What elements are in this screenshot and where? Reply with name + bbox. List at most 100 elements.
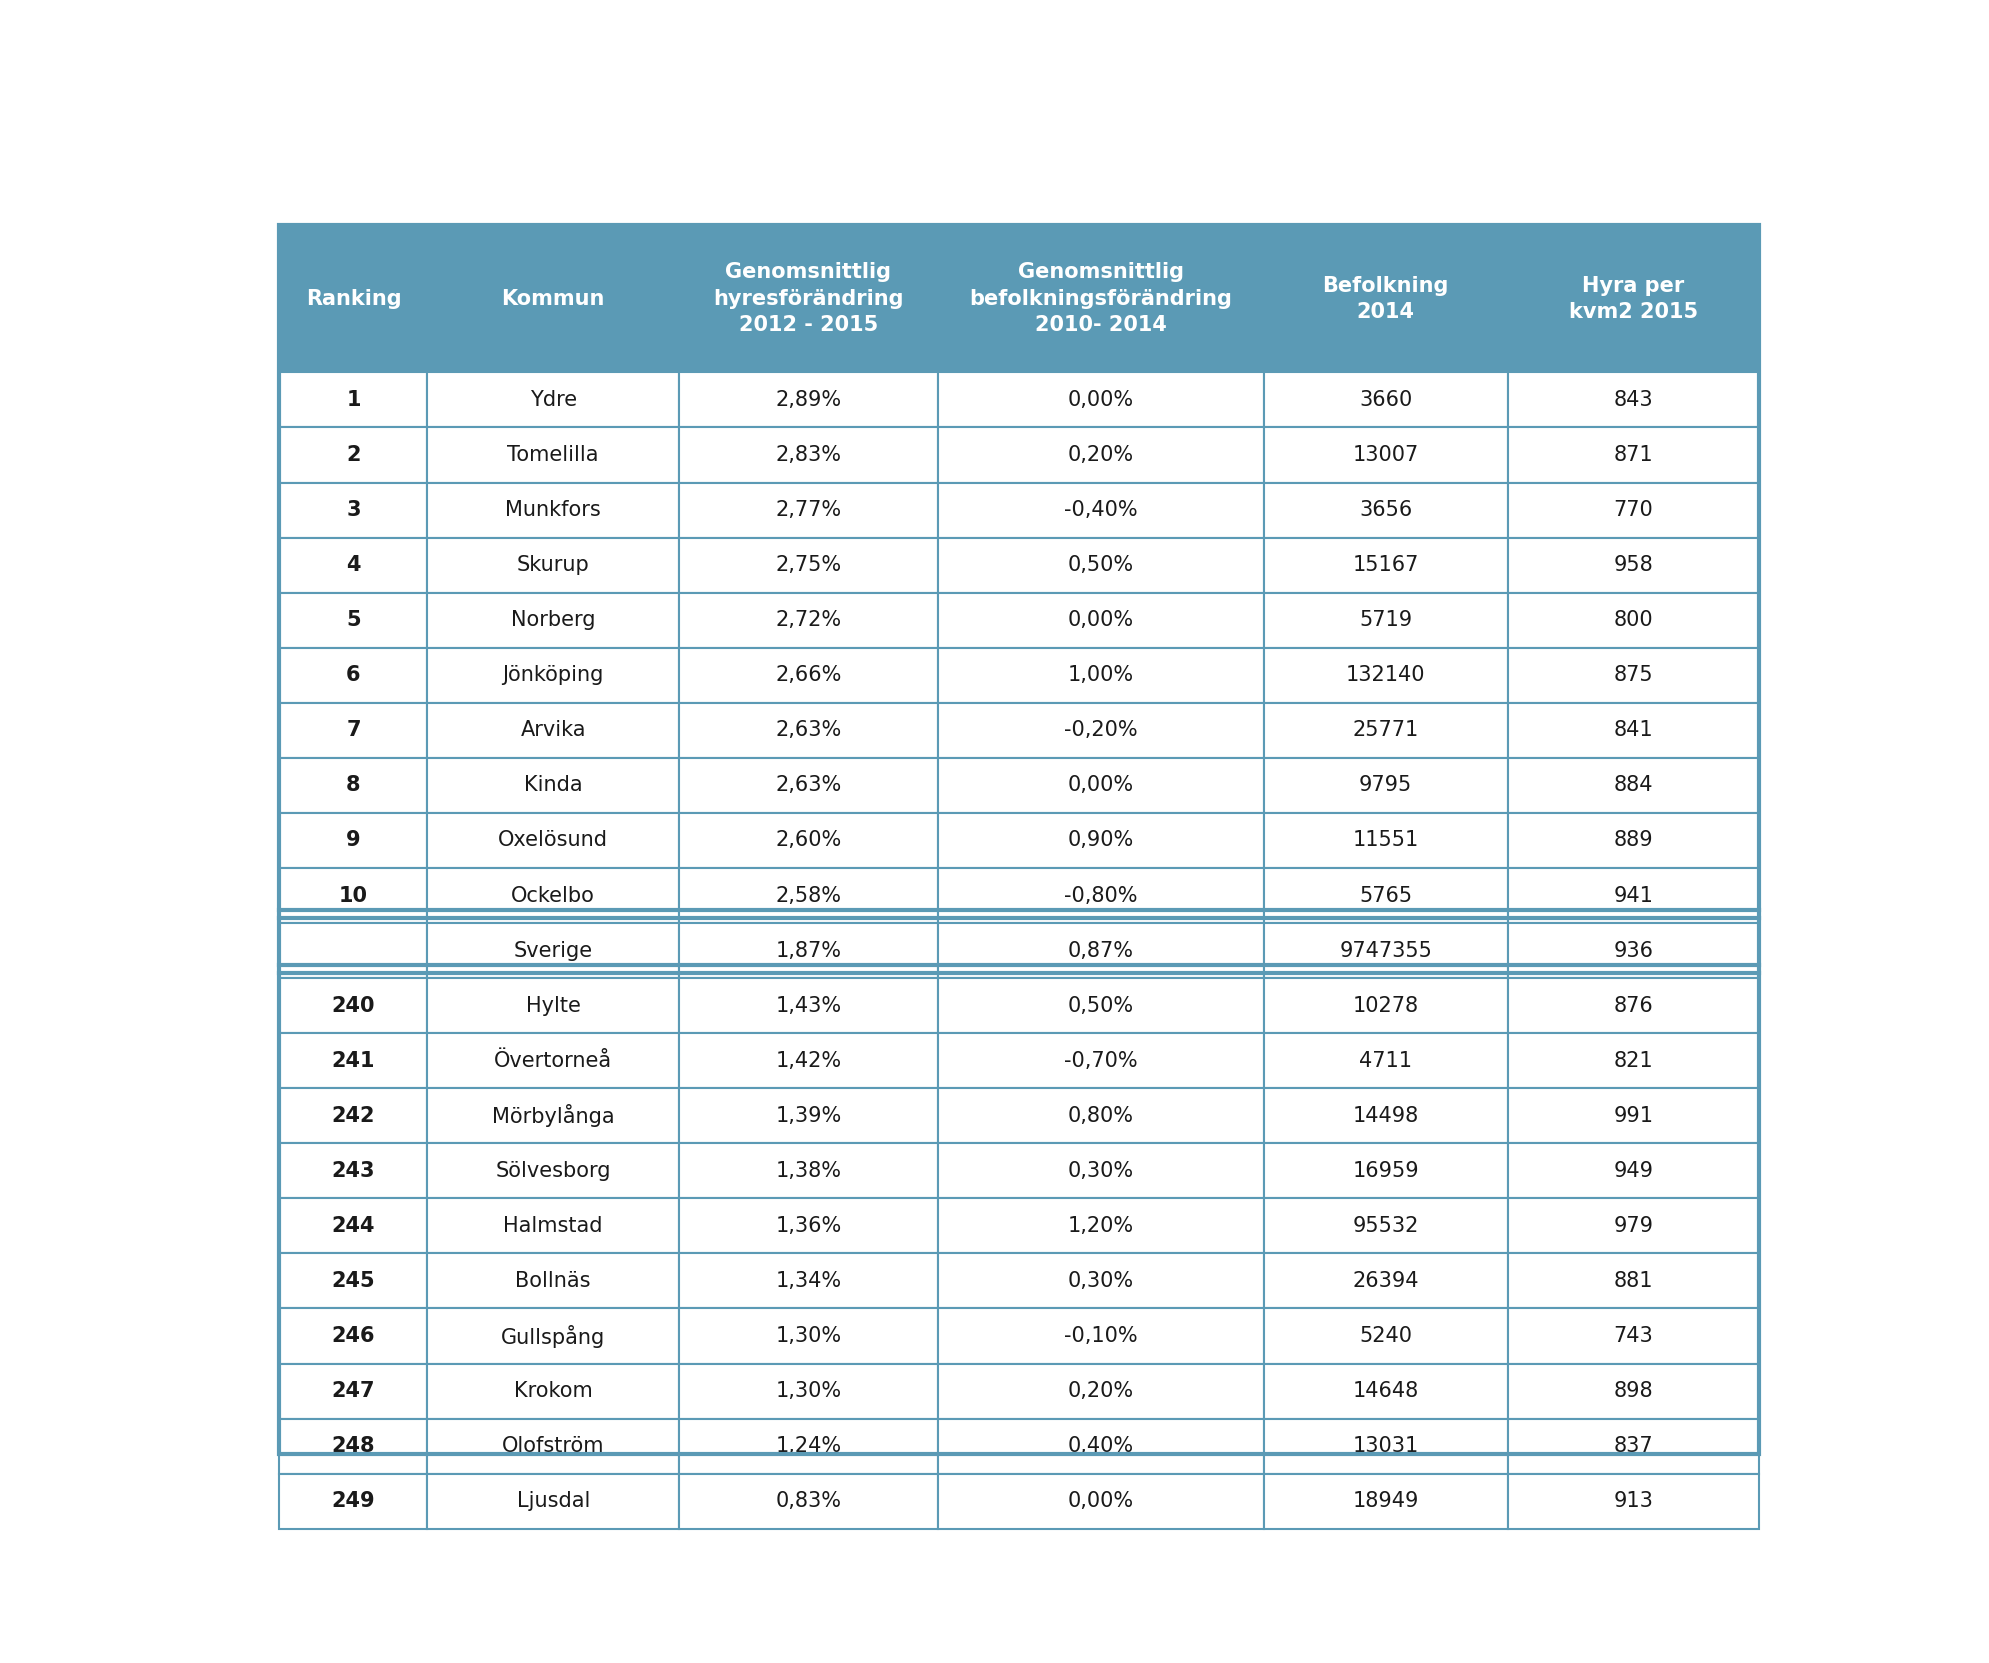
Bar [428,868,678,923]
Bar [1263,592,1508,647]
Text: 1,30%: 1,30% [776,1325,841,1345]
Text: 247: 247 [332,1380,376,1400]
Bar [1263,978,1508,1033]
Bar [1508,758,1758,813]
Bar [428,225,678,373]
Text: 1,34%: 1,34% [776,1271,841,1290]
Text: 1,87%: 1,87% [776,941,841,961]
Bar [1263,1254,1508,1309]
Bar [1263,1199,1508,1254]
Bar [428,373,678,427]
Text: 241: 241 [332,1051,376,1071]
Text: 15167: 15167 [1353,555,1418,575]
Text: 875: 875 [1613,665,1653,685]
Bar [278,1473,428,1528]
Text: 6: 6 [346,665,360,685]
Text: 13007: 13007 [1353,446,1418,466]
Text: Sverige: Sverige [513,941,593,961]
Bar [1263,1473,1508,1528]
Bar [1263,758,1508,813]
Bar [939,1419,1263,1473]
Text: 800: 800 [1613,610,1653,630]
Bar [939,1088,1263,1142]
Text: 743: 743 [1613,1325,1653,1345]
Bar [428,647,678,703]
Text: Skurup: Skurup [517,555,589,575]
Bar [428,592,678,647]
Bar [939,592,1263,647]
Bar [278,1088,428,1142]
Bar [939,758,1263,813]
Bar [1508,1033,1758,1088]
Bar [1508,1419,1758,1473]
Bar [428,1199,678,1254]
Bar [428,1473,678,1528]
Text: 1,24%: 1,24% [776,1437,841,1457]
Bar [278,647,428,703]
Text: 246: 246 [332,1325,376,1345]
Bar [1263,1419,1508,1473]
Text: 11551: 11551 [1353,830,1418,850]
Bar [939,1033,1263,1088]
Bar [278,373,428,427]
Bar [278,1309,428,1364]
Bar [1263,1033,1508,1088]
Text: 9795: 9795 [1358,775,1412,795]
Bar [428,1254,678,1309]
Text: Befolkning
2014: Befolkning 2014 [1323,276,1448,323]
Text: 2,60%: 2,60% [776,830,841,850]
Bar [278,868,428,923]
Bar [1263,813,1508,868]
Text: 240: 240 [332,996,376,1016]
Text: Ockelbo: Ockelbo [511,885,595,906]
Bar [1508,1088,1758,1142]
Text: -0,80%: -0,80% [1064,885,1138,906]
Text: Mörbylånga: Mörbylånga [491,1104,615,1128]
Text: 2,63%: 2,63% [776,775,841,795]
Text: 243: 243 [332,1161,376,1181]
Text: 4711: 4711 [1358,1051,1412,1071]
Text: 14648: 14648 [1353,1380,1418,1400]
Text: 1,30%: 1,30% [776,1380,841,1400]
Text: Kinda: Kinda [523,775,583,795]
Text: Ljusdal: Ljusdal [517,1492,591,1512]
Bar [939,868,1263,923]
Text: 876: 876 [1613,996,1653,1016]
Text: 9747355: 9747355 [1339,941,1432,961]
Text: 0,50%: 0,50% [1068,996,1134,1016]
Text: Krokom: Krokom [513,1380,593,1400]
Text: 3660: 3660 [1358,389,1412,411]
Bar [939,923,1263,978]
Text: 0,00%: 0,00% [1068,1492,1134,1512]
Text: 1,00%: 1,00% [1068,665,1134,685]
Bar [278,758,428,813]
Bar [1263,427,1508,482]
Text: Bollnäs: Bollnäs [515,1271,591,1290]
Bar [1508,647,1758,703]
Text: 2,58%: 2,58% [776,885,841,906]
Bar [1263,373,1508,427]
Text: 248: 248 [332,1437,376,1457]
Text: Munkfors: Munkfors [505,501,601,521]
Text: 2: 2 [346,446,360,466]
Bar [678,813,939,868]
Bar [1508,1254,1758,1309]
Bar [939,1364,1263,1419]
Text: 0,50%: 0,50% [1068,555,1134,575]
Bar [678,703,939,758]
Text: Ydre: Ydre [529,389,577,411]
Text: 2,72%: 2,72% [776,610,841,630]
Text: 941: 941 [1613,885,1653,906]
Text: Olofström: Olofström [501,1437,605,1457]
Bar [678,923,939,978]
Bar [278,427,428,482]
Text: 1: 1 [346,389,360,411]
Text: 1,42%: 1,42% [776,1051,841,1071]
Text: 1,43%: 1,43% [776,996,841,1016]
Bar [1508,1142,1758,1199]
Text: 843: 843 [1613,389,1653,411]
Bar [428,813,678,868]
Text: Sölvesborg: Sölvesborg [495,1161,611,1181]
Text: 95532: 95532 [1353,1216,1418,1236]
Text: 841: 841 [1613,720,1653,740]
